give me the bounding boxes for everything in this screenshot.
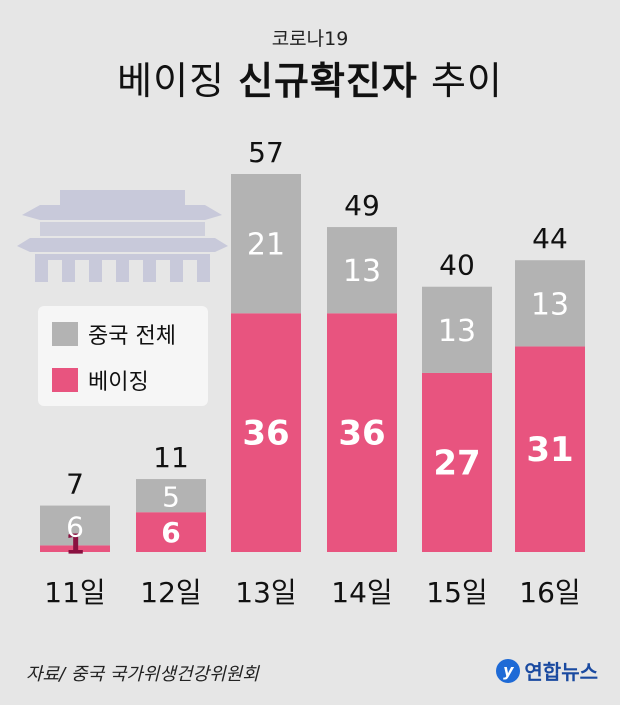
label-beijing-value: 36 [338,414,385,454]
title-emphasis: 신규확진자 [238,59,418,103]
palace-column-gap [183,260,197,282]
x-tick-label: 11일 [44,576,105,609]
chart-title: 베이징 신규확진자 추이 [0,50,620,105]
label-total: 44 [532,222,568,255]
bar-beijing [231,313,301,552]
bar-china-total [422,286,492,373]
legend: 중국 전체 베이징 [38,306,208,406]
label-beijing-value: 6 [161,516,180,549]
palace-base [35,254,210,282]
palace-column-gap [48,260,62,282]
bar-china-total [515,260,585,347]
legend-item-china-total: 중국 전체 [52,318,176,350]
palace-column-gap [129,260,143,282]
title-part-1: 베이징 [117,59,239,103]
bar-china-total [136,479,206,513]
bar-china-total [327,227,397,314]
bar-beijing [136,512,206,552]
bar-beijing [515,346,585,552]
palace-upper-wall [40,222,205,236]
label-beijing-value: 31 [526,430,573,470]
x-axis-labels: 11일 12일 13일 14일 15일 16일 [44,576,580,609]
bar-beijing [422,372,492,552]
legend-label-beijing: 베이징 [88,370,149,395]
bar-china-total [231,174,301,314]
label-beijing-value: 36 [242,414,289,454]
palace-roof-lower [17,238,228,252]
legend-item-beijing: 베이징 [52,364,149,396]
palace-column-gap [102,260,116,282]
bar-china-total [40,505,110,546]
palace-roof-top [22,205,222,220]
x-tick-label: 12일 [140,576,201,609]
brand-name: 연합뉴스 [524,660,598,684]
brand: y 연합뉴스 [496,656,598,685]
label-total: 7 [66,468,84,501]
label-beijing-value: 27 [433,443,480,483]
yonhap-logo-icon: y [496,658,521,683]
label-china-total-value: 21 [247,228,285,263]
x-tick-label: 16일 [519,576,580,609]
palace-icon [17,190,228,282]
palace-column-gap [75,260,89,282]
chart-subtitle: 코로나19 [271,28,349,50]
label-total: 57 [248,136,284,169]
label-total: 40 [439,249,475,282]
label-china-total-value: 13 [531,287,569,322]
title-part-2: 추이 [417,59,503,103]
x-tick-label: 14일 [331,576,392,609]
label-total: 11 [153,441,189,474]
bar-beijing [327,313,397,552]
source-note: 자료/ 중국 국가위생건강위원회 [26,664,259,685]
legend-label-china-total: 중국 전체 [88,324,176,349]
label-china-total-value: 6 [66,510,84,543]
legend-swatch-china-total [52,322,78,346]
label-china-total-value: 13 [343,254,381,289]
label-beijing-value: 1 [65,527,84,560]
bar-beijing [40,545,110,552]
x-tick-label: 15일 [426,576,487,609]
label-china-total-value: 5 [162,481,180,514]
palace-ridge [60,190,185,205]
label-china-total-value: 13 [438,314,476,349]
palace-column-gap [156,260,170,282]
legend-swatch-beijing [52,368,78,392]
x-tick-label: 13일 [235,576,296,609]
label-total: 49 [344,189,380,222]
